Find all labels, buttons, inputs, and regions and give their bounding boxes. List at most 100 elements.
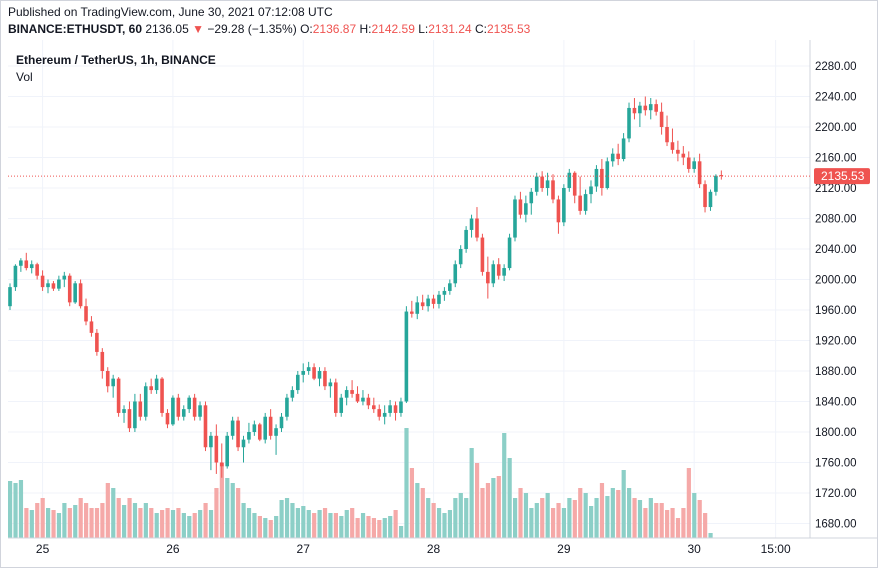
volume-bar xyxy=(393,510,398,538)
price-tick-label: 2200.00 xyxy=(815,122,857,134)
volume-bar xyxy=(160,510,165,538)
candle-body xyxy=(415,302,420,314)
candle-body xyxy=(502,268,506,276)
candle-body xyxy=(116,378,121,413)
volume-bar xyxy=(35,503,40,538)
candle-body xyxy=(100,351,105,371)
volume-bar xyxy=(317,510,322,538)
volume-bar xyxy=(594,498,599,538)
candle-body xyxy=(382,412,387,417)
candle-body xyxy=(257,424,262,440)
volume-bar xyxy=(84,503,89,538)
time-tick-label: 25 xyxy=(36,542,50,556)
volume-bar xyxy=(398,526,404,538)
candle-body xyxy=(627,107,631,139)
volume-bar xyxy=(502,433,507,538)
candle-body xyxy=(230,420,235,436)
candle-body xyxy=(697,161,702,185)
volume-bar xyxy=(192,513,197,538)
volume-bar xyxy=(246,508,252,538)
candle-body xyxy=(274,428,278,436)
volume-bar xyxy=(187,516,192,538)
candle-body xyxy=(366,397,371,406)
candle-body xyxy=(594,168,599,187)
time-tick-label: 29 xyxy=(557,542,571,556)
candle-body xyxy=(714,175,718,192)
volume-bar xyxy=(322,508,328,538)
volume-bar xyxy=(176,508,181,538)
candle-body xyxy=(605,161,610,188)
candle-body xyxy=(209,435,213,448)
candle-body xyxy=(372,405,376,410)
volume-bar xyxy=(290,503,295,538)
volume-bar xyxy=(637,500,643,538)
candle-body xyxy=(247,432,251,440)
volume-bar xyxy=(73,505,78,538)
candle-body xyxy=(486,271,490,284)
volume-bar xyxy=(474,463,480,538)
price-tick-label: 1720.00 xyxy=(815,488,857,500)
candle-body xyxy=(562,188,566,223)
volume-bar xyxy=(681,508,686,538)
candle-body xyxy=(426,298,430,307)
grid-lines xyxy=(8,40,810,538)
price-tick-label: 1880.00 xyxy=(815,366,857,378)
candle-body xyxy=(19,260,23,266)
volume-bar xyxy=(78,498,83,538)
candle-body xyxy=(334,382,338,413)
last-price-tag-text: 2135.53 xyxy=(821,169,865,183)
volume-bar xyxy=(404,428,409,538)
candle-body xyxy=(138,401,143,417)
volume-bar xyxy=(122,505,127,538)
candle-body xyxy=(600,168,604,188)
volume-bar xyxy=(89,508,94,538)
volume-bar xyxy=(350,508,355,538)
candle-body xyxy=(388,405,392,413)
candle-body xyxy=(306,367,311,371)
volume-bar xyxy=(219,463,224,538)
candle-body xyxy=(29,264,34,269)
volume-bar xyxy=(426,498,431,538)
volume-bar xyxy=(29,510,34,538)
candle-body xyxy=(89,321,94,333)
candle-body xyxy=(437,294,441,304)
volume-bar xyxy=(203,503,208,538)
volume-bar xyxy=(686,468,691,538)
volume-bar xyxy=(241,503,246,538)
candle-body xyxy=(556,199,561,223)
volume-bar xyxy=(496,476,501,538)
volume-bar xyxy=(545,493,550,538)
candle-body xyxy=(681,153,686,158)
candle-body xyxy=(236,420,240,448)
candle-body xyxy=(219,462,224,467)
candle-body xyxy=(703,184,707,208)
volume-bar xyxy=(670,508,675,538)
high-value: 2142.59 xyxy=(371,22,415,36)
volume-bar xyxy=(491,478,496,538)
volume-bar xyxy=(138,508,143,538)
volume-bar xyxy=(127,498,132,538)
volume-bar xyxy=(301,506,306,538)
candle-body xyxy=(377,409,382,417)
volume-bar xyxy=(442,513,447,538)
candle-body xyxy=(295,374,300,391)
candle-body xyxy=(719,175,724,177)
volume-bar xyxy=(230,483,235,538)
volume-bar xyxy=(268,520,273,538)
volume-bar xyxy=(111,488,116,538)
candle-body xyxy=(143,386,148,417)
time-axis[interactable]: 25 26 27 28 29 30 15:00 xyxy=(36,542,791,556)
candle-body xyxy=(420,302,425,307)
volume-bar xyxy=(447,510,453,538)
volume-bar xyxy=(306,510,311,538)
candle-body xyxy=(285,397,289,417)
volume-bar xyxy=(616,490,621,538)
candle-body xyxy=(105,371,110,387)
candle-body xyxy=(567,172,572,188)
candle-body xyxy=(279,416,284,429)
price-axis[interactable]: 2280.00 2240.00 2200.00 2160.00 2120.00 2080.… xyxy=(815,61,857,531)
candle-body xyxy=(95,332,99,352)
close-label: C: xyxy=(474,22,487,36)
volume-bar xyxy=(436,508,442,538)
